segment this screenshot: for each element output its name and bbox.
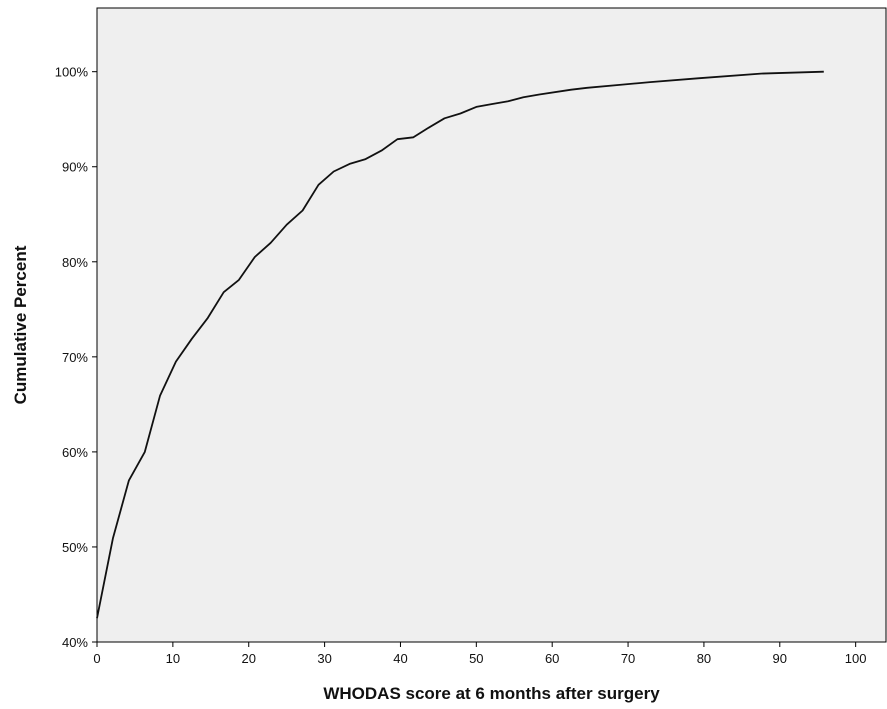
x-tick-label: 50 xyxy=(469,651,483,666)
x-tick-label: 100 xyxy=(845,651,867,666)
y-tick-label: 80% xyxy=(62,255,88,270)
x-tick-label: 70 xyxy=(621,651,635,666)
x-tick-label: 90 xyxy=(773,651,787,666)
y-axis-ticks: 40% 50% 60% 70% 80% 90% 100% xyxy=(55,65,97,650)
y-tick-label: 90% xyxy=(62,160,88,175)
y-axis-title: Cumulative Percent xyxy=(11,245,30,404)
cumulative-percent-line xyxy=(96,70,824,619)
y-tick-label: 50% xyxy=(62,540,88,555)
plot-area xyxy=(96,7,887,643)
x-tick-label: 30 xyxy=(317,651,331,666)
x-axis-ticks: 0 10 20 30 40 50 60 70 80 90 100 xyxy=(93,642,867,666)
y-tick-label: 70% xyxy=(62,350,88,365)
y-tick-label: 100% xyxy=(55,65,89,80)
x-tick-label: 10 xyxy=(166,651,180,666)
x-tick-label: 80 xyxy=(697,651,711,666)
y-tick-label: 60% xyxy=(62,445,88,460)
y-tick-label: 40% xyxy=(62,635,88,650)
x-axis-title: WHODAS score at 6 months after surgery xyxy=(323,684,660,703)
x-tick-label: 40 xyxy=(393,651,407,666)
x-tick-label: 0 xyxy=(93,651,100,666)
x-tick-label: 20 xyxy=(241,651,255,666)
x-tick-label: 60 xyxy=(545,651,559,666)
